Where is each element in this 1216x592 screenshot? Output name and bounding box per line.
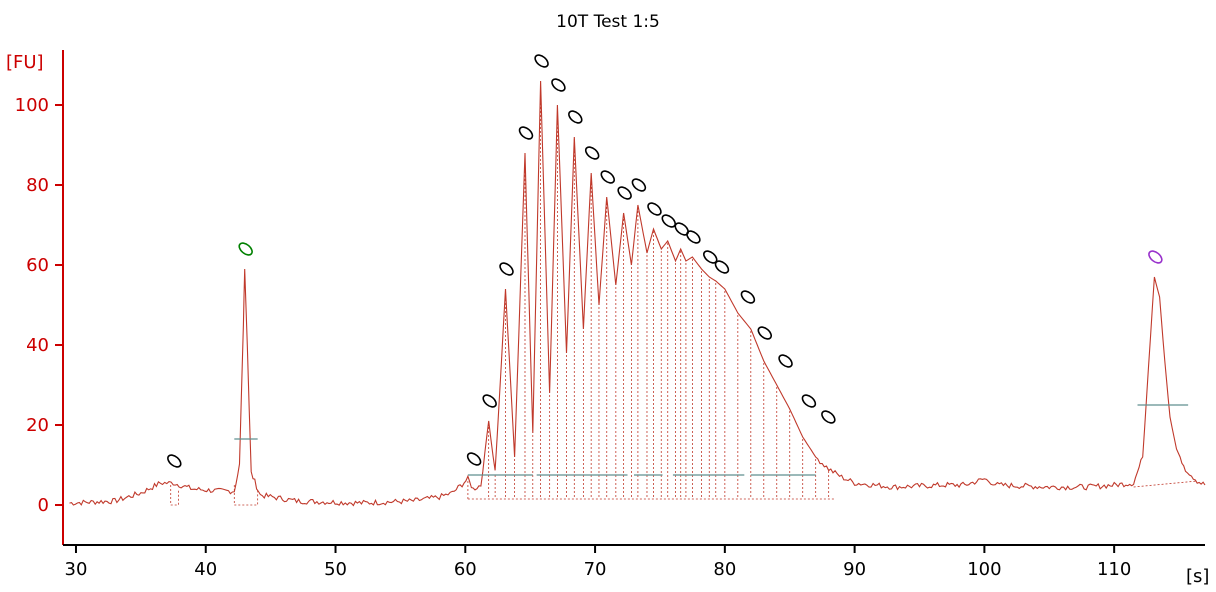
peak-marker — [584, 146, 600, 160]
y-axis-unit-label: [FU] — [6, 52, 44, 73]
peak-marker — [647, 202, 662, 216]
chart-title: 10T Test 1:5 — [556, 12, 660, 32]
x-tick-label: 80 — [713, 559, 736, 580]
peak-marker — [778, 354, 793, 368]
peak-marker — [757, 326, 773, 340]
peak-marker — [1148, 250, 1163, 264]
x-tick-label: 30 — [65, 559, 88, 580]
peak-marker-layer — [167, 54, 1163, 468]
trace-layer — [69, 80, 1206, 507]
x-tick-label: 90 — [843, 559, 866, 580]
peak-marker — [534, 54, 549, 68]
x-tick-label: 110 — [1097, 559, 1131, 580]
peak-marker — [821, 410, 836, 424]
peak-marker — [551, 78, 566, 92]
peak-marker — [617, 186, 632, 200]
x-tick-label: 50 — [324, 559, 347, 580]
peak-marker — [801, 394, 817, 408]
peak-bounds — [233, 485, 259, 506]
peak-marker — [568, 110, 583, 124]
signal-trace — [69, 80, 1206, 507]
y-tick-label: 20 — [26, 415, 49, 436]
y-tick-label: 60 — [26, 255, 49, 276]
x-tick-label: 60 — [454, 559, 477, 580]
peak-marker — [167, 454, 182, 468]
peak-marker — [600, 170, 615, 184]
peak-marker — [499, 262, 514, 276]
peak-marker — [466, 452, 482, 466]
peak-bounds — [170, 485, 179, 506]
y-tick-label: 0 — [38, 495, 49, 516]
peak-marker — [714, 260, 730, 274]
peak-marker — [740, 290, 756, 304]
x-tick-label: 40 — [194, 559, 217, 580]
peak-bounds — [1133, 480, 1198, 488]
y-tick-label: 80 — [26, 175, 49, 196]
x-tick-label: 70 — [584, 559, 607, 580]
peak-marker — [686, 230, 701, 244]
x-tick-label: 100 — [967, 559, 1001, 580]
y-tick-label: 100 — [15, 95, 49, 116]
x-axis-unit-label: [s] — [1186, 566, 1209, 587]
peak-marker — [238, 242, 253, 256]
peak-marker — [482, 394, 497, 408]
peak-marker — [518, 126, 534, 140]
y-tick-label: 40 — [26, 335, 49, 356]
axis-layer: 0 20 40 60 80 100 30 40 50 60 70 80 90 100 110 — [15, 50, 1205, 580]
peak-marker — [631, 178, 647, 192]
